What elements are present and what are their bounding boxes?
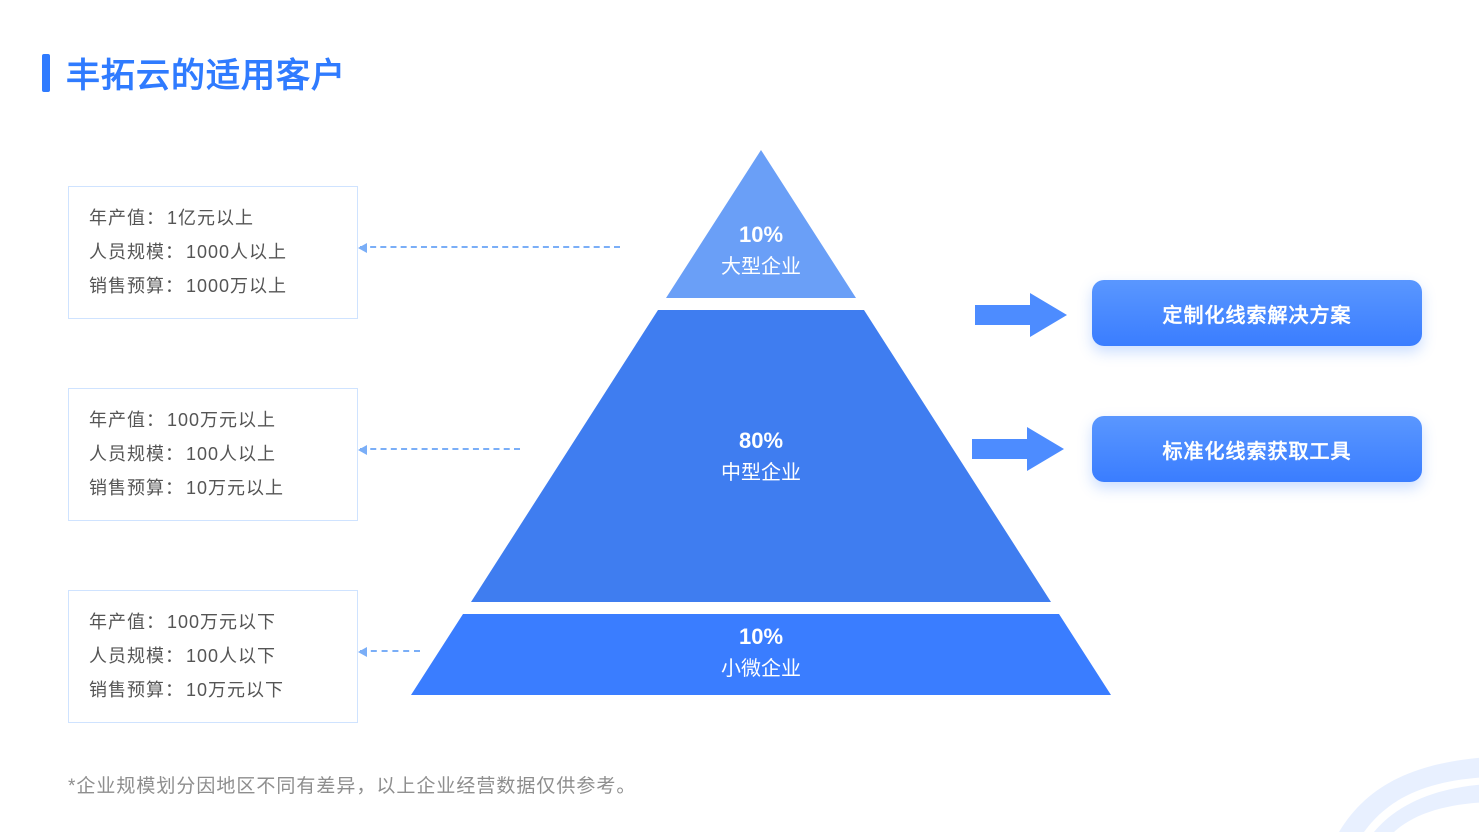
infobox-label: 销售预算： [89,471,184,505]
infobox-label: 年产值： [89,605,165,639]
infobox-value: 1000万以上 [186,269,287,303]
solution-standard: 标准化线索获取工具 [1092,416,1422,482]
infobox-value: 100人以上 [186,437,276,471]
infobox-row: 人员规模：100人以下 [89,639,337,673]
infobox-label: 年产值： [89,403,165,437]
infobox-value: 10万元以上 [186,471,284,505]
solution-custom-label: 定制化线索解决方案 [1163,299,1352,328]
infobox-value: 1000人以上 [186,235,287,269]
infobox-row: 年产值：1亿元以上 [89,201,337,235]
pyramid-segment-bottom [411,614,1111,695]
infobox-value: 1亿元以上 [167,201,254,235]
infobox-label: 人员规模： [89,437,184,471]
infobox-medium-enterprise: 年产值：100万元以上 人员规模：100人以上 销售预算：10万元以上 [68,388,358,521]
infobox-row: 销售预算：10万元以下 [89,673,337,707]
footnote: *企业规模划分因地区不同有差异，以上企业经营数据仅供参考。 [68,771,636,798]
infobox-value: 100人以下 [186,639,276,673]
infobox-value: 100万元以上 [167,403,276,437]
page-title-wrap: 丰拓云的适用客户 [42,48,346,97]
infobox-label: 销售预算： [89,673,184,707]
pyramid-chart: 10% 大型企业 80% 中型企业 10% 小微企业 [411,150,1111,695]
infobox-row: 销售预算：1000万以上 [89,269,337,303]
pyramid-segment-top [666,150,856,298]
infobox-value: 10万元以下 [186,673,284,707]
infobox-label: 人员规模： [89,639,184,673]
infobox-row: 年产值：100万元以下 [89,605,337,639]
pyramid-svg [411,150,1111,695]
infobox-row: 人员规模：100人以上 [89,437,337,471]
infobox-row: 人员规模：1000人以上 [89,235,337,269]
arrow-to-standard-tool [972,424,1064,474]
pyramid-segment-middle [471,310,1051,602]
infobox-row: 年产值：100万元以上 [89,403,337,437]
title-accent-bar [42,54,50,92]
infobox-label: 销售预算： [89,269,184,303]
solution-standard-label: 标准化线索获取工具 [1163,435,1352,464]
infobox-label: 人员规模： [89,235,184,269]
infobox-large-enterprise: 年产值：1亿元以上 人员规模：1000人以上 销售预算：1000万以上 [68,186,358,319]
infobox-label: 年产值： [89,201,165,235]
infobox-value: 100万元以下 [167,605,276,639]
infobox-micro-enterprise: 年产值：100万元以下 人员规模：100人以下 销售预算：10万元以下 [68,590,358,723]
arrow-to-custom-solution [975,290,1067,340]
page-title: 丰拓云的适用客户 [66,48,346,97]
brandmark-f-icon [1329,722,1479,832]
solution-custom: 定制化线索解决方案 [1092,280,1422,346]
infobox-row: 销售预算：10万元以上 [89,471,337,505]
